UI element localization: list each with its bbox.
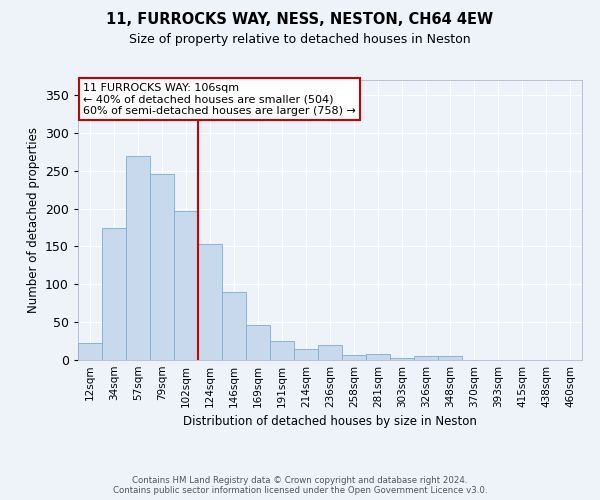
Text: Contains HM Land Registry data © Crown copyright and database right 2024.
Contai: Contains HM Land Registry data © Crown c… — [113, 476, 487, 495]
Bar — [390, 358, 414, 360]
Bar — [126, 156, 150, 360]
Text: 11 FURROCKS WAY: 106sqm
← 40% of detached houses are smaller (504)
60% of semi-d: 11 FURROCKS WAY: 106sqm ← 40% of detache… — [83, 83, 356, 116]
Text: 11, FURROCKS WAY, NESS, NESTON, CH64 4EW: 11, FURROCKS WAY, NESS, NESTON, CH64 4EW — [106, 12, 494, 28]
Y-axis label: Number of detached properties: Number of detached properties — [26, 127, 40, 313]
Bar — [246, 325, 270, 360]
Bar — [366, 354, 390, 360]
Bar — [414, 356, 438, 360]
Bar — [198, 244, 222, 360]
Bar — [78, 344, 102, 360]
Bar — [150, 174, 174, 360]
Bar — [270, 341, 294, 360]
Bar — [342, 356, 366, 360]
Bar — [102, 228, 126, 360]
Bar — [318, 345, 342, 360]
Bar — [222, 292, 246, 360]
Text: Size of property relative to detached houses in Neston: Size of property relative to detached ho… — [129, 32, 471, 46]
Bar — [174, 211, 198, 360]
Bar — [438, 356, 462, 360]
Bar — [294, 350, 318, 360]
X-axis label: Distribution of detached houses by size in Neston: Distribution of detached houses by size … — [183, 416, 477, 428]
